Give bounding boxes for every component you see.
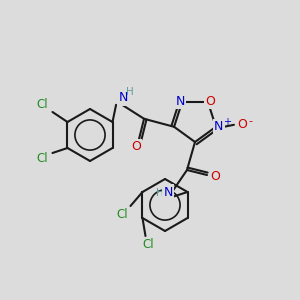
Text: O: O bbox=[237, 118, 247, 131]
Text: N: N bbox=[214, 120, 224, 133]
Text: Cl: Cl bbox=[143, 238, 154, 251]
Text: -: - bbox=[249, 116, 253, 126]
Text: H: H bbox=[156, 188, 164, 198]
Text: N: N bbox=[118, 91, 128, 104]
Text: N: N bbox=[163, 185, 173, 199]
Text: Cl: Cl bbox=[37, 152, 48, 166]
Text: O: O bbox=[210, 170, 220, 184]
Text: O: O bbox=[131, 140, 141, 153]
Text: Cl: Cl bbox=[117, 208, 128, 221]
Text: +: + bbox=[223, 117, 231, 127]
Text: O: O bbox=[205, 95, 215, 108]
Text: N: N bbox=[176, 95, 185, 108]
Text: Cl: Cl bbox=[37, 98, 48, 112]
Text: H: H bbox=[126, 87, 134, 97]
